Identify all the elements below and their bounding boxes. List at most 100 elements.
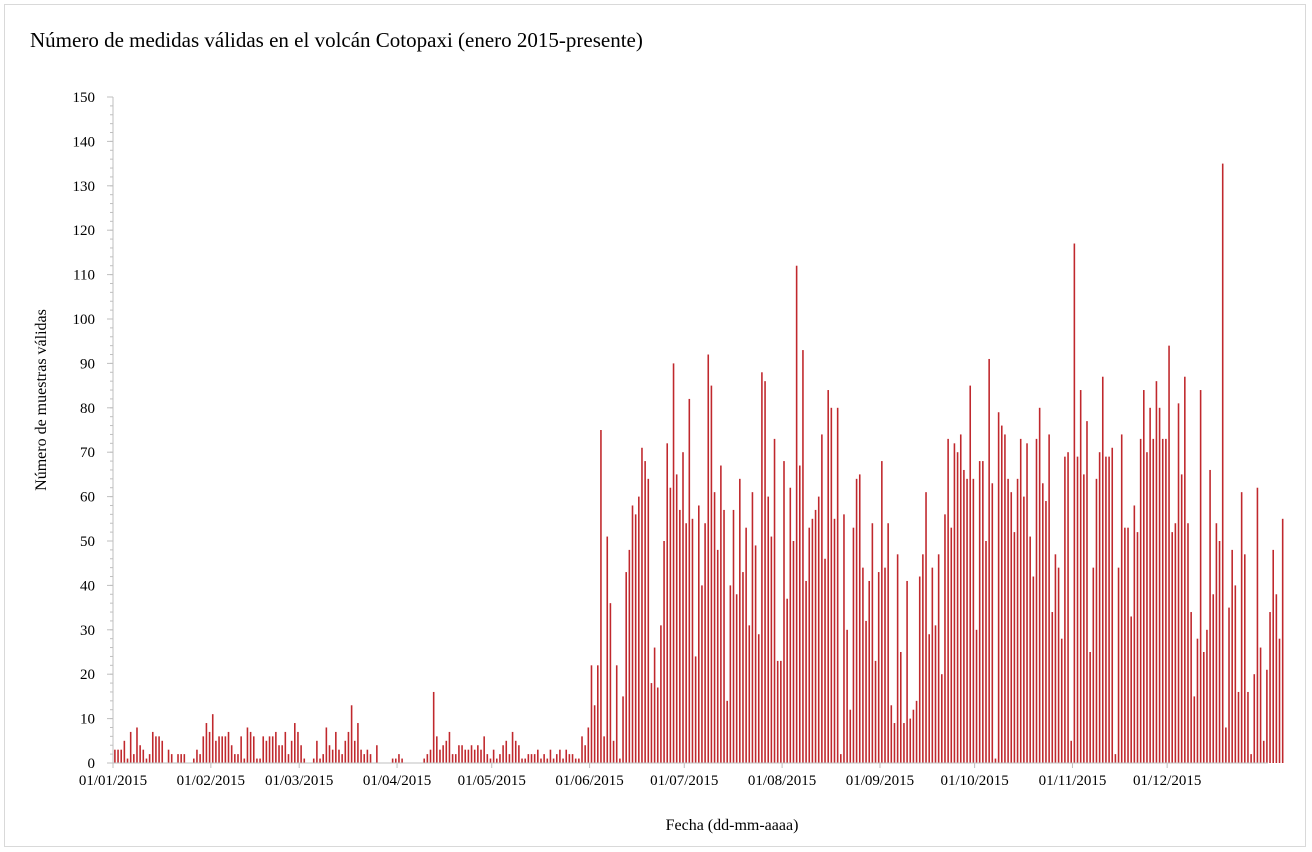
y-tick-label: 140 [73,134,96,150]
bar [729,585,732,763]
bar [448,731,451,763]
bar [473,749,476,763]
bar [287,754,290,763]
bar [395,758,397,763]
bar [931,567,934,763]
bar [688,398,691,763]
bar [581,736,583,763]
bar-series [114,163,1284,764]
bar [953,443,956,763]
bar [846,629,848,763]
bar [1171,532,1173,763]
bar [985,541,987,763]
x-tick-label: 01/02/2015 [177,773,245,789]
bar [256,758,258,763]
bar [622,696,624,763]
bar [912,709,915,763]
bar [890,705,893,763]
bar [1035,438,1038,763]
bar [221,736,223,763]
bar [600,430,602,763]
bar [906,580,908,763]
bar [723,509,725,763]
bar [795,265,798,763]
x-tick-label: 01/03/2015 [265,773,333,789]
bar [1237,691,1240,763]
y-tick-label: 100 [73,312,96,328]
bar [776,660,779,763]
bar [230,745,233,763]
bar [698,505,700,763]
bar [530,754,533,763]
bar [903,723,905,763]
bar [972,478,975,763]
bar [391,758,394,763]
bar [1026,443,1028,763]
bar [325,727,328,763]
bar [915,700,918,763]
bar [193,758,195,763]
bar [1187,523,1189,763]
bar [155,736,157,763]
bar [647,478,650,763]
bar [1278,638,1281,763]
bar [1206,629,1208,763]
bar [840,754,842,763]
bar [1105,456,1107,763]
y-tick-label: 110 [73,268,95,284]
bar [177,754,179,763]
bar [167,749,170,763]
bar [1275,594,1278,763]
bar [625,572,627,763]
bar [666,443,669,763]
bar [1177,403,1180,763]
bar [963,469,965,763]
bar [858,474,861,763]
bar [663,541,665,763]
bar [1152,438,1155,763]
y-tick-label: 150 [73,90,96,106]
x-tick-label: 01/12/2015 [1133,773,1201,789]
bar [1120,434,1123,763]
bar [609,603,612,763]
bar [732,509,735,763]
bar [208,731,211,763]
bar [1083,474,1085,763]
bar [1269,612,1271,763]
bar [237,754,239,763]
bar [603,736,605,763]
bar [656,687,659,763]
bar [227,731,230,763]
bar [802,350,804,763]
bar [401,758,403,763]
bar [716,549,719,763]
bar [821,434,823,763]
bar [754,545,757,763]
bar [183,754,186,763]
bar [590,665,593,763]
bar [1064,456,1066,763]
bar [328,745,331,763]
bar [988,358,990,763]
bar [1023,496,1025,763]
bar [634,514,637,763]
bar [297,731,299,763]
bar [925,492,927,763]
bar [830,407,833,763]
bar [1095,478,1098,763]
bar [1127,527,1129,763]
bar [199,754,201,763]
bar [843,514,845,763]
x-axis-title: Fecha (dd-mm-aaaa) [666,817,799,834]
bar [767,496,770,763]
bar [1111,447,1114,763]
bar [458,745,460,763]
bar [555,754,558,763]
bar [1155,381,1158,763]
bar [896,554,899,763]
bar [969,385,972,763]
bar [489,758,492,763]
bar [126,758,129,763]
bar [533,754,536,763]
bar [1231,549,1233,763]
